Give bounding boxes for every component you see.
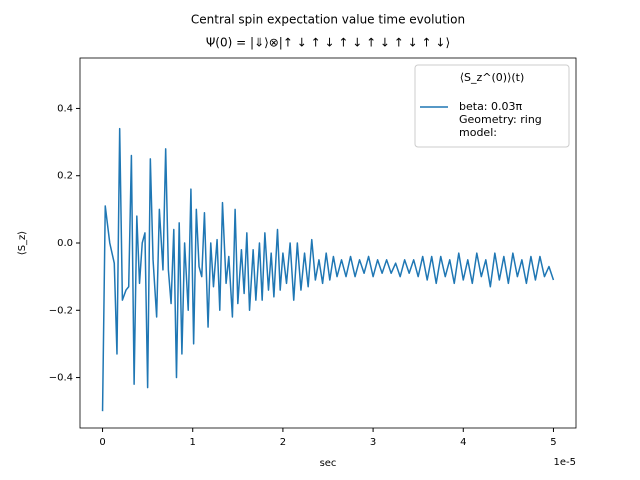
x-tick-label: 2 [280, 437, 286, 448]
x-tick-label: 1 [190, 437, 196, 448]
plot-frame [79, 57, 577, 429]
x-tick-label: 4 [460, 437, 466, 448]
x-offset-text: 1e-5 [554, 457, 577, 468]
y-tick-label: 0.2 [57, 171, 73, 182]
chart-title: Central spin expectation value time evol… [191, 13, 465, 27]
x-tick-label: 5 [550, 437, 556, 448]
y-tick-label: 0.0 [57, 238, 73, 249]
y-tick-label: −0.4 [49, 373, 73, 384]
legend-title: ⟨S_z^(0)⟩(t) [460, 71, 525, 84]
y-axis-label: ⟨S_z⟩ [17, 231, 28, 255]
series-line [101, 127, 555, 412]
legend-label: beta: 0.03π Geometry: ring model: [459, 100, 542, 139]
x-axis-label: sec [320, 458, 337, 469]
y-tick-label: −0.2 [49, 305, 73, 316]
y-tick-label: 0.4 [57, 103, 73, 114]
x-tick-label: 0 [99, 437, 105, 448]
chart-subtitle: Ψ(0) = |⇓⟩⊗|↑ ↓ ↑ ↓ ↑ ↓ ↑ ↓ ↑ ↓ ↑ ↓⟩ [206, 36, 450, 50]
legend-box [414, 64, 570, 148]
x-tick-label: 3 [370, 437, 376, 448]
